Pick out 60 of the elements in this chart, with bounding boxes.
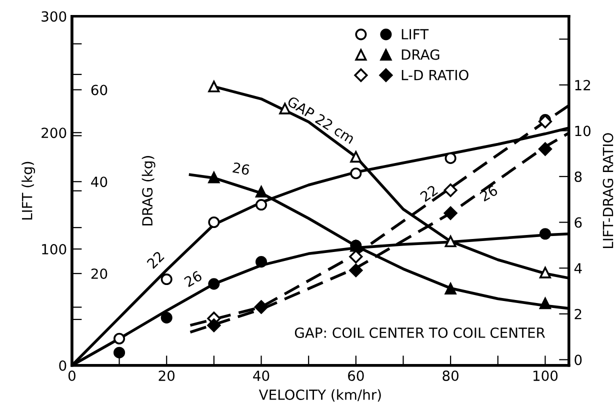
x-axis-title: VELOCITY (km/hr): [258, 389, 381, 402]
point: [350, 151, 362, 163]
y3-tick-label: 6: [574, 217, 582, 228]
y-axis-title: LIFT (kg): [22, 162, 36, 220]
point: [255, 199, 268, 211]
y2-tick-label: 60: [91, 84, 108, 96]
point: [255, 186, 268, 198]
point: [444, 183, 458, 198]
point: [444, 206, 458, 220]
point: [349, 264, 363, 278]
annotation: GAP: COIL CENTER TO COIL CENTER: [294, 328, 546, 338]
y3-tick-label: 10: [575, 126, 590, 136]
legend-label: DRAG: [402, 49, 440, 60]
point: [208, 216, 220, 228]
x-tick-label: 40: [253, 370, 270, 382]
annotation: 22: [146, 250, 164, 269]
point: [208, 172, 220, 184]
y3-axis-title: LIFT-DRAG RATIO: [602, 133, 614, 248]
y3-tick-label: 0: [574, 354, 582, 366]
point: [538, 142, 552, 156]
point: [114, 332, 126, 344]
point: [444, 282, 456, 294]
y3-tick-label: 2: [574, 308, 582, 320]
y2-tick-label: 20: [91, 268, 108, 279]
x-tick-label: 60: [348, 370, 364, 382]
annotation: 26: [184, 270, 203, 288]
point: [114, 346, 126, 358]
annotation: 26: [232, 162, 250, 176]
y3-tick-label: 12: [575, 80, 590, 90]
point: [444, 152, 456, 164]
legend-label: L-D RATIO: [402, 70, 468, 80]
y-tick-label: 200: [42, 128, 66, 138]
point: [160, 312, 172, 324]
x-tick-label: 80: [442, 370, 458, 382]
annotation: 26: [479, 184, 498, 202]
annotation: GAP 22 cm: [286, 96, 356, 144]
x-tick-label: 20: [158, 370, 175, 382]
point: [160, 274, 172, 286]
point: [539, 228, 551, 240]
y3-tick-label: 4: [574, 263, 582, 274]
point: [539, 266, 551, 278]
point: [350, 168, 362, 180]
y-tick-label: 300: [42, 11, 66, 22]
y2-tick-label: 40: [91, 176, 108, 188]
y2-axis-title: DRAG (kg): [142, 156, 156, 226]
point: [538, 114, 552, 128]
y3-tick-label: 8: [574, 171, 582, 182]
point: [207, 318, 221, 332]
point: [208, 80, 220, 92]
point: [349, 250, 363, 264]
annotation: 22: [420, 184, 438, 202]
y-tick-label: 100: [42, 244, 66, 254]
legend-label: LIFT: [402, 29, 429, 40]
point: [539, 298, 551, 310]
y-tick-label: 0: [59, 360, 66, 371]
point: [208, 278, 220, 290]
point: [255, 256, 268, 268]
x-tick-label: 100: [533, 370, 558, 382]
point: [444, 236, 456, 248]
x-tick-label: 0: [68, 370, 76, 382]
